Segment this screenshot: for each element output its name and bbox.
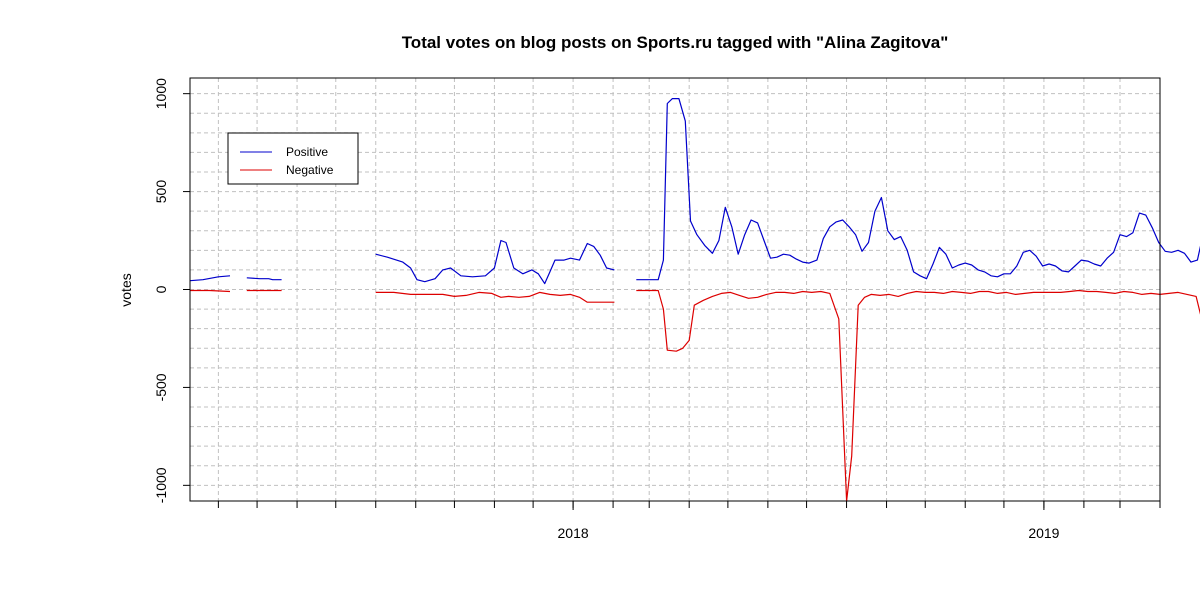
x-tick-label: 2019 [1028, 525, 1059, 541]
y-tick-label: -500 [153, 373, 169, 401]
series-line-negative [375, 291, 615, 303]
series-line-negative [190, 289, 231, 293]
legend-label-negative: Negative [286, 163, 334, 177]
y-tick-label: 0 [153, 285, 169, 293]
series-line-positive [189, 275, 231, 282]
series-line-positive [636, 97, 1200, 281]
x-tick-label: 2018 [558, 525, 589, 541]
y-tick-label: 1000 [153, 78, 169, 109]
chart-title: Total votes on blog posts on Sports.ru t… [402, 33, 949, 52]
series-line-positive [375, 239, 615, 285]
y-axis: -1000 -500 0 500 1000 [153, 78, 190, 503]
series-line-negative [636, 289, 1200, 502]
x-axis: 2018 2019 [190, 500, 1161, 541]
y-tick-label: -1000 [153, 467, 169, 503]
legend-label-positive: Positive [286, 145, 328, 159]
series-negative [190, 289, 1200, 502]
y-tick-label: 500 [153, 180, 169, 204]
legend: Positive Negative [227, 132, 359, 185]
series-line-positive [246, 277, 282, 281]
legend-box [227, 132, 359, 185]
grid-layer [190, 78, 1161, 501]
series-positive [189, 97, 1200, 285]
y-axis-label: votes [118, 273, 134, 306]
series-layer [189, 97, 1200, 502]
